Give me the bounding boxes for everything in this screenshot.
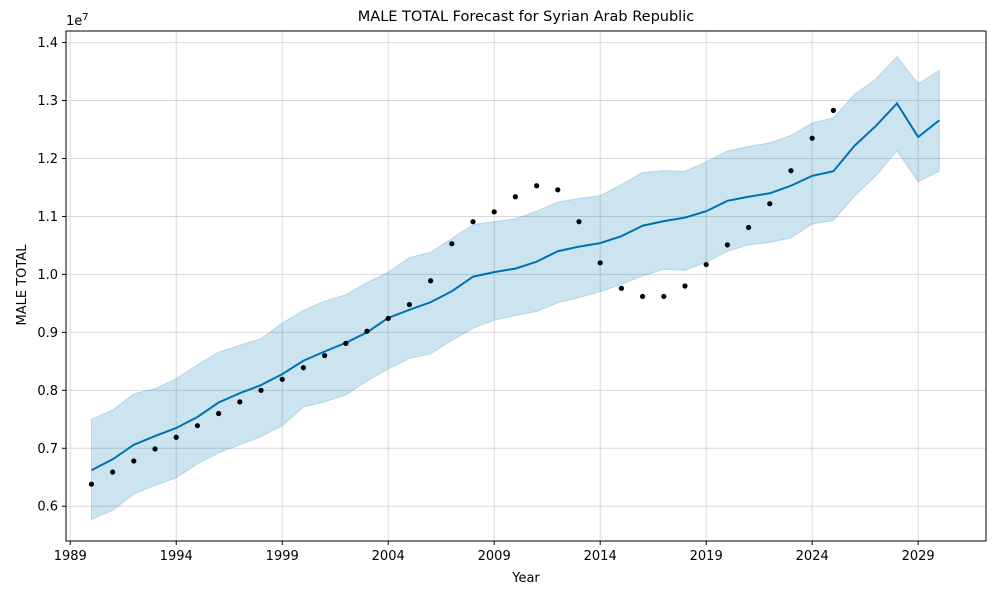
observed-point-2020	[724, 242, 730, 248]
observed-point-2006	[428, 278, 434, 284]
forecast-line-layer	[90, 101, 940, 472]
observed-point-2016	[639, 293, 646, 300]
x-tick-label-2009: 2009	[478, 549, 511, 564]
x-tick-label-2029: 2029	[902, 549, 935, 564]
observed-point-2021	[745, 224, 752, 231]
observed-point-2017	[661, 293, 667, 300]
observed-point-1990	[88, 481, 95, 487]
observed-point-2009	[491, 209, 497, 215]
observed-point-1999	[279, 376, 285, 382]
x-ticks-layer: 1989 1994 1999 2004 2009 2014 2019 2024 2029	[54, 541, 935, 564]
axes-frame	[65, 30, 987, 542]
observed-point-2010	[512, 194, 519, 200]
y-tick-label-0.8: 0.8	[37, 384, 58, 399]
x-tick-label-1989: 1989	[54, 549, 87, 564]
observed-point-2015	[618, 285, 624, 291]
observed-point-2011	[534, 183, 540, 189]
axes-layer	[65, 30, 987, 542]
observed-point-1996	[216, 410, 222, 417]
observed-point-2022	[767, 201, 773, 207]
forecast-line	[90, 101, 940, 472]
interval-band-layer	[90, 55, 940, 521]
observed-point-2005	[406, 301, 413, 308]
observed-point-2018	[682, 283, 688, 289]
observed-point-1992	[131, 458, 137, 464]
observed-point-1991	[110, 469, 116, 475]
observed-point-2001	[322, 352, 328, 359]
x-tick-label-1994: 1994	[160, 549, 193, 564]
observed-point-2002	[343, 340, 349, 346]
uncertainty-band	[90, 55, 940, 521]
observed-point-2008	[470, 219, 476, 225]
x-tick-label-2019: 2019	[690, 549, 723, 564]
y-axis-label: MALE TOTAL	[15, 244, 30, 326]
y-offset-label: 1e7	[66, 12, 89, 29]
observed-point-1995	[194, 423, 201, 429]
y-tick-label-1.0: 1.0	[37, 268, 58, 283]
observed-point-1998	[258, 387, 264, 393]
y-tick-label-1.1: 1.1	[37, 210, 58, 225]
observed-point-2003	[364, 328, 370, 334]
observed-point-2000	[300, 365, 307, 371]
y-tick-label-0.6: 0.6	[37, 500, 58, 515]
x-tick-label-1999: 1999	[266, 549, 299, 564]
observed-point-1997	[237, 399, 243, 405]
observed-point-2025	[830, 107, 836, 113]
observed-point-2007	[449, 241, 455, 247]
y-tick-label-1.4: 1.4	[37, 36, 58, 51]
observed-point-2013	[576, 219, 582, 225]
y-tick-label-0.9: 0.9	[37, 326, 58, 341]
observed-point-1993	[152, 446, 158, 452]
observed-point-2004	[385, 315, 391, 322]
y-ticks-layer: 0.6 0.7 0.8 0.9 1.0 1.1 1.2 1.3 1.4	[37, 36, 66, 515]
chart-title: MALE TOTAL Forecast for Syrian Arab Repu…	[358, 9, 694, 25]
observed-point-2014	[597, 260, 603, 266]
grid-layer	[66, 31, 986, 541]
observed-points-layer	[88, 107, 836, 487]
observed-point-2024	[809, 135, 815, 141]
y-tick-label-1.3: 1.3	[37, 94, 58, 109]
x-tick-label-2024: 2024	[796, 549, 829, 564]
observed-point-1994	[173, 434, 179, 440]
x-axis-label: Year	[511, 571, 540, 586]
y-tick-label-0.7: 0.7	[37, 442, 58, 457]
y-tick-label-1.2: 1.2	[37, 152, 58, 167]
observed-point-2019	[703, 261, 709, 268]
x-tick-label-2004: 2004	[372, 549, 405, 564]
observed-point-2023	[788, 168, 794, 174]
observed-point-2012	[555, 187, 561, 193]
x-tick-label-2014: 2014	[584, 549, 617, 564]
